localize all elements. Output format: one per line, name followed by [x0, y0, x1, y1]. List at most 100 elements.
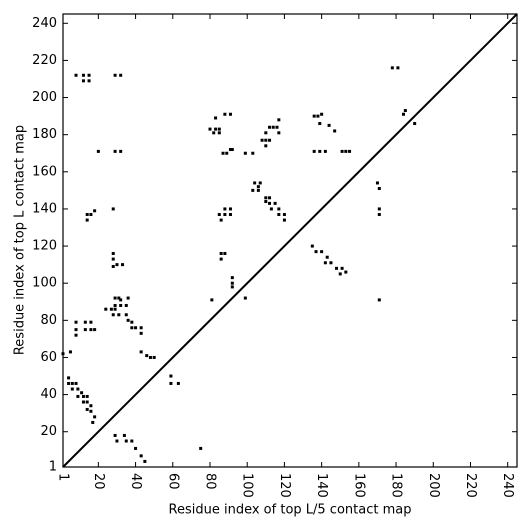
contact-point: [282, 218, 286, 222]
contact-point: [130, 320, 134, 324]
x-tick-label: 20: [91, 473, 106, 490]
contact-point: [134, 326, 138, 330]
y-tick-label: 140: [32, 201, 57, 216]
contact-point: [335, 266, 339, 270]
contact-point: [81, 394, 85, 398]
contact-point: [119, 298, 123, 302]
contact-point: [119, 303, 123, 307]
contact-point: [318, 122, 322, 126]
x-tick-label: 200: [426, 473, 441, 498]
contact-point: [340, 149, 344, 153]
contact-point: [89, 320, 93, 324]
contact-point: [74, 328, 78, 332]
contact-point: [119, 149, 123, 153]
contact-point: [139, 454, 143, 458]
contact-point: [402, 112, 405, 116]
contact-point: [83, 320, 87, 324]
contact-point: [277, 131, 281, 135]
contact-point: [119, 73, 123, 77]
contact-point: [124, 439, 128, 443]
contact-point: [228, 112, 232, 116]
y-tick-label: 60: [40, 350, 57, 365]
contact-point: [80, 391, 84, 395]
contact-point: [85, 213, 89, 217]
contact-point: [228, 148, 232, 152]
x-tick-label: 120: [277, 473, 292, 498]
contact-point: [413, 122, 417, 126]
y-tick-label: 240: [32, 16, 57, 31]
contact-point: [74, 333, 78, 337]
contact-point: [109, 307, 113, 311]
contact-point: [318, 149, 322, 153]
contact-point: [251, 188, 255, 192]
contact-point: [256, 188, 260, 192]
contact-point: [145, 354, 149, 358]
contact-point: [260, 138, 264, 142]
contact-point: [243, 296, 247, 300]
contact-point: [113, 149, 117, 153]
contact-point: [273, 201, 277, 205]
contact-point: [243, 151, 247, 155]
contact-point: [89, 213, 93, 217]
contact-point: [264, 144, 268, 148]
contact-point: [264, 131, 268, 135]
contact-point: [256, 185, 260, 189]
contact-point: [396, 66, 400, 70]
contact-point: [81, 73, 85, 77]
contact-point: [89, 328, 93, 332]
contact-point: [61, 352, 65, 356]
contact-point: [312, 114, 316, 118]
contact-point: [217, 131, 221, 135]
contact-point: [282, 213, 286, 217]
contact-point: [139, 331, 143, 335]
contact-point: [67, 381, 71, 385]
contact-point: [253, 181, 257, 185]
contact-point: [223, 112, 227, 116]
y-tick-label: 160: [32, 164, 57, 179]
contact-point: [333, 129, 337, 133]
contact-point: [344, 149, 348, 153]
contact-point: [210, 298, 214, 302]
contact-point: [89, 409, 93, 413]
contact-point: [223, 213, 227, 217]
contact-point: [96, 149, 100, 153]
contact-point: [390, 66, 394, 70]
contact-point: [113, 73, 117, 77]
contact-point: [113, 307, 117, 311]
contact-point: [74, 73, 78, 77]
y-tick-label: 220: [32, 53, 57, 68]
contact-point: [230, 285, 234, 289]
contact-point: [340, 266, 344, 270]
y-tick-label: 100: [32, 276, 57, 291]
y-axis-label: Residue index of top L contact map: [13, 125, 28, 355]
contact-point: [271, 125, 275, 129]
contact-point: [316, 114, 320, 118]
contact-point: [223, 207, 227, 211]
contact-point: [93, 415, 97, 419]
contact-point: [76, 387, 80, 391]
contact-point: [89, 404, 93, 408]
contact-point: [139, 326, 143, 330]
contact-point: [268, 138, 272, 142]
contact-point: [377, 213, 381, 217]
contact-point: [111, 257, 115, 261]
contact-point: [320, 250, 324, 254]
contact-point: [219, 251, 223, 255]
contact-point: [264, 200, 268, 204]
contact-point: [115, 439, 119, 443]
contact-point: [230, 276, 234, 280]
y-tick-label: 20: [40, 424, 57, 439]
x-tick-label: 160: [351, 473, 366, 498]
contact-point: [344, 270, 348, 274]
contact-point: [223, 251, 227, 255]
contact-point: [67, 376, 71, 380]
contact-point: [130, 326, 134, 330]
x-tick-label: 60: [165, 473, 180, 490]
contact-point: [74, 381, 78, 385]
contact-point: [277, 118, 281, 122]
contact-point: [70, 387, 74, 391]
contact-point: [115, 263, 119, 267]
contact-point: [269, 207, 273, 211]
contact-point: [85, 394, 89, 398]
contact-point: [81, 400, 85, 404]
